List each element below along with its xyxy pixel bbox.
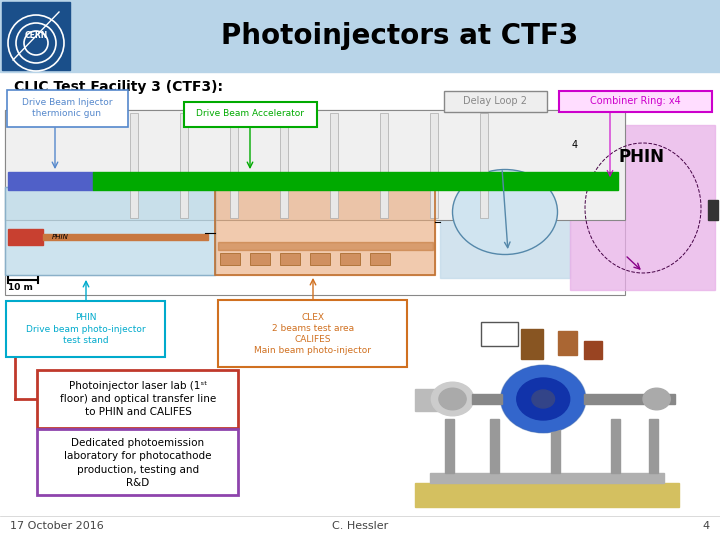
Bar — [130, 113, 138, 218]
Bar — [430, 474, 665, 483]
Bar — [180, 113, 188, 218]
Bar — [5, 187, 215, 275]
Text: 4: 4 — [572, 140, 578, 150]
Bar — [230, 113, 238, 218]
Text: Combiner Ring: x4: Combiner Ring: x4 — [590, 96, 680, 106]
Bar — [415, 389, 453, 411]
Bar — [8, 229, 43, 245]
FancyBboxPatch shape — [6, 301, 165, 357]
FancyBboxPatch shape — [444, 91, 546, 111]
Bar — [570, 125, 715, 290]
Ellipse shape — [452, 170, 557, 254]
Bar — [93, 172, 618, 190]
Bar — [215, 187, 435, 275]
Ellipse shape — [500, 365, 586, 433]
Ellipse shape — [502, 366, 585, 432]
Bar — [280, 253, 300, 265]
Ellipse shape — [501, 366, 585, 433]
Text: PHIN
Drive beam photo-injector
test stand: PHIN Drive beam photo-injector test stan… — [26, 313, 146, 345]
Bar — [708, 200, 718, 220]
Text: PHIN: PHIN — [618, 148, 664, 166]
Bar — [490, 420, 500, 474]
Bar — [559, 330, 577, 355]
Ellipse shape — [501, 366, 585, 433]
Bar — [5, 110, 625, 295]
Bar — [370, 253, 390, 265]
Bar — [330, 113, 338, 218]
Bar — [415, 483, 680, 507]
Text: 4: 4 — [703, 521, 710, 531]
Bar — [250, 253, 270, 265]
FancyBboxPatch shape — [6, 90, 127, 126]
FancyBboxPatch shape — [218, 300, 407, 367]
Text: PHIN: PHIN — [52, 234, 69, 240]
Bar — [5, 187, 215, 275]
Bar — [472, 394, 503, 404]
Bar — [521, 329, 544, 360]
Bar — [310, 253, 330, 265]
Bar — [380, 113, 388, 218]
Text: CLIC Test Facility 3 (CTF3):: CLIC Test Facility 3 (CTF3): — [14, 80, 223, 94]
Text: CERN: CERN — [24, 31, 48, 40]
Bar — [551, 420, 560, 474]
FancyBboxPatch shape — [481, 322, 518, 346]
Bar — [0, 0, 720, 72]
FancyBboxPatch shape — [37, 370, 238, 428]
Bar — [611, 420, 621, 474]
FancyBboxPatch shape — [559, 91, 711, 111]
Bar — [584, 341, 602, 360]
Bar — [480, 113, 488, 218]
Text: Photoinjector laser lab (1ˢᵗ
floor) and optical transfer line
to PHIN and CALIFE: Photoinjector laser lab (1ˢᵗ floor) and … — [60, 381, 216, 417]
Bar — [440, 148, 570, 278]
Bar — [340, 253, 360, 265]
FancyBboxPatch shape — [37, 429, 238, 495]
Ellipse shape — [431, 382, 474, 416]
Text: Photoinjectors at CTF3: Photoinjectors at CTF3 — [221, 22, 579, 50]
Ellipse shape — [502, 366, 585, 432]
Text: 17 October 2016: 17 October 2016 — [10, 521, 104, 531]
FancyBboxPatch shape — [184, 102, 317, 126]
Text: C. Hessler: C. Hessler — [332, 521, 388, 531]
Bar — [220, 253, 240, 265]
Text: 10 m: 10 m — [8, 283, 33, 292]
Ellipse shape — [532, 390, 554, 408]
Text: Drive Beam Injector
thermionic gun: Drive Beam Injector thermionic gun — [22, 98, 112, 118]
Ellipse shape — [439, 388, 466, 410]
Text: Delay Loop 2: Delay Loop 2 — [463, 96, 527, 106]
Ellipse shape — [517, 378, 570, 420]
Bar — [445, 420, 454, 474]
Text: Dedicated photoemission
laboratory for photocathode
production, testing and
R&D: Dedicated photoemission laboratory for p… — [64, 438, 212, 488]
Text: CLEX
2 beams test area
CALIFES
Main beam photo-injector: CLEX 2 beams test area CALIFES Main beam… — [254, 313, 372, 355]
Bar — [5, 110, 625, 220]
Bar — [2, 2, 70, 70]
Bar — [215, 187, 435, 275]
Bar — [430, 113, 438, 218]
Bar — [649, 420, 658, 474]
Bar — [584, 394, 675, 404]
Bar — [43, 234, 208, 240]
Bar — [8, 172, 93, 190]
Ellipse shape — [643, 388, 670, 410]
Bar — [218, 242, 433, 250]
Text: Drive Beam Accelerator: Drive Beam Accelerator — [196, 110, 304, 118]
Bar — [280, 113, 288, 218]
